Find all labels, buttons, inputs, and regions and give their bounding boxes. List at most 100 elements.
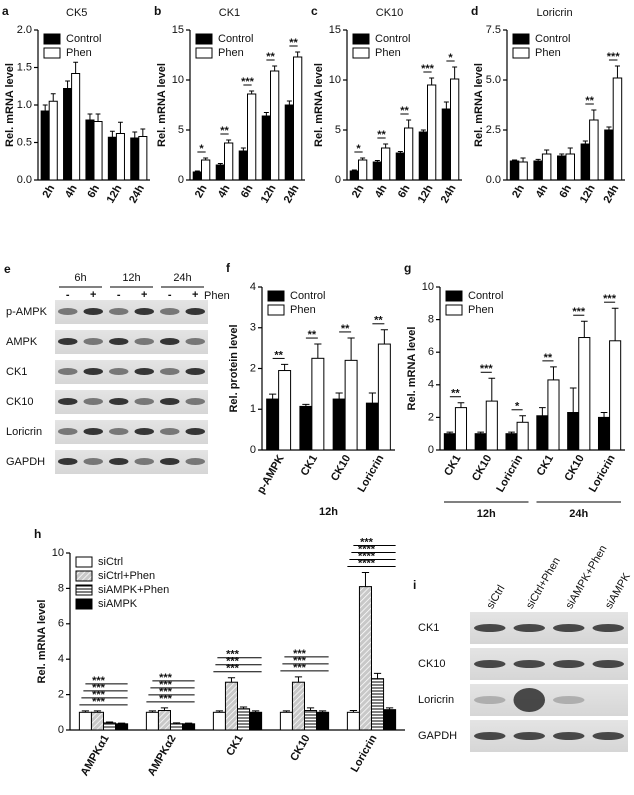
x-tick-label: 6h (85, 183, 102, 200)
bar (299, 405, 313, 451)
x-tick-label: CK1 (224, 733, 245, 758)
sig-label: *** (226, 663, 240, 675)
y-tick-label: 0 (335, 174, 341, 186)
y-tick-label: 0.0 (17, 174, 32, 186)
bar (505, 433, 518, 451)
error-bar (282, 710, 291, 713)
bar (509, 160, 520, 181)
legend-swatch (512, 33, 530, 45)
error-bar (600, 412, 608, 418)
blot-strip (55, 390, 208, 414)
sig-label: ** (451, 388, 460, 400)
panel-label: e (4, 262, 11, 276)
y-tick-label: 1.0 (17, 99, 32, 111)
legend-label: siAMPK (98, 598, 138, 610)
bar (541, 153, 552, 181)
x-tick-label: Loricrin (349, 733, 380, 775)
bar (358, 159, 368, 181)
error-bar (347, 337, 355, 361)
blot-sign: + (192, 289, 198, 301)
error-bar (281, 363, 289, 371)
bar (182, 723, 196, 731)
error-bar (42, 104, 48, 111)
blot-treatment: Phen (204, 290, 230, 302)
bar (612, 77, 623, 181)
x-tick-label: 24h (127, 183, 147, 206)
legend-swatch (445, 290, 463, 302)
error-bar (429, 77, 435, 85)
error-bar (569, 387, 577, 413)
bar (441, 108, 452, 181)
sig-label: *** (159, 672, 173, 684)
blot-band (185, 338, 205, 345)
bar (224, 681, 239, 731)
bar (63, 88, 73, 181)
blot-column-label: siAMPK (603, 571, 633, 611)
x-tick-label: 24h (282, 183, 302, 206)
x-tick-label: 24h (601, 183, 621, 206)
sig-label: *** (607, 51, 621, 63)
blot-column-label: siAMPK+Phen (563, 543, 609, 611)
blot-band (160, 428, 180, 435)
error-bar (217, 163, 223, 165)
group-label: 24h (569, 508, 588, 520)
legend-swatch (43, 33, 61, 45)
bar (443, 433, 456, 451)
sig-label: *** (293, 648, 307, 660)
y-axis-label: Rel. protein level (228, 324, 240, 412)
sig-label: **** (358, 550, 376, 562)
x-tick-label: 6h (396, 183, 413, 200)
blot-column-label: siCtrl (484, 583, 507, 611)
y-axis-label: Rel. mRNA level (406, 327, 418, 411)
bar (567, 412, 580, 451)
blot-band (58, 428, 78, 435)
sig-label: *** (92, 675, 106, 687)
error-bar (251, 710, 260, 713)
error-bar (535, 158, 541, 161)
blot-row-label: CK1 (418, 622, 439, 634)
y-tick-label: 7.5 (486, 24, 501, 36)
sig-label: *** (226, 649, 240, 661)
y-tick-label: 0 (58, 724, 64, 736)
sig-label: ** (289, 37, 298, 49)
y-tick-label: 1.5 (17, 61, 32, 73)
blot-band (160, 308, 180, 315)
x-tick-label: 2h (193, 183, 210, 200)
blot-strip (55, 330, 208, 354)
y-tick-label: 5.0 (486, 74, 501, 86)
error-bar (443, 101, 449, 109)
error-bar (591, 109, 597, 120)
error-bar (520, 157, 526, 162)
sig-label: *** (92, 689, 106, 701)
bar (547, 379, 560, 451)
bar (40, 110, 50, 181)
bar (107, 136, 117, 181)
sig-label: * (199, 143, 204, 155)
legend-label: Phen (375, 47, 401, 59)
y-axis-label: Rel. mRNA level (156, 63, 168, 147)
blot-band (513, 688, 545, 712)
y-tick-label: 2 (428, 411, 434, 423)
error-bar (294, 676, 303, 683)
y-tick-label: 0.0 (486, 174, 501, 186)
y-axis-label: Rel. mRNA level (4, 63, 16, 147)
blot-band (134, 428, 154, 435)
error-bar (512, 159, 518, 161)
bar (377, 343, 391, 451)
error-bar (194, 170, 200, 172)
y-tick-label: 15 (172, 24, 184, 36)
bar (266, 398, 280, 451)
error-bar (351, 169, 357, 171)
chart-title: CK5 (66, 7, 87, 19)
bar (518, 161, 528, 181)
x-tick-label: 2h (510, 183, 527, 200)
error-bar (93, 710, 102, 713)
blot-sign: - (66, 289, 70, 301)
panel-label: h (34, 527, 41, 541)
error-bar (335, 392, 343, 400)
error-bar (81, 710, 90, 713)
bar (224, 142, 234, 181)
legend-swatch (195, 47, 213, 59)
blot-band (83, 338, 103, 345)
blot-band (513, 624, 545, 632)
